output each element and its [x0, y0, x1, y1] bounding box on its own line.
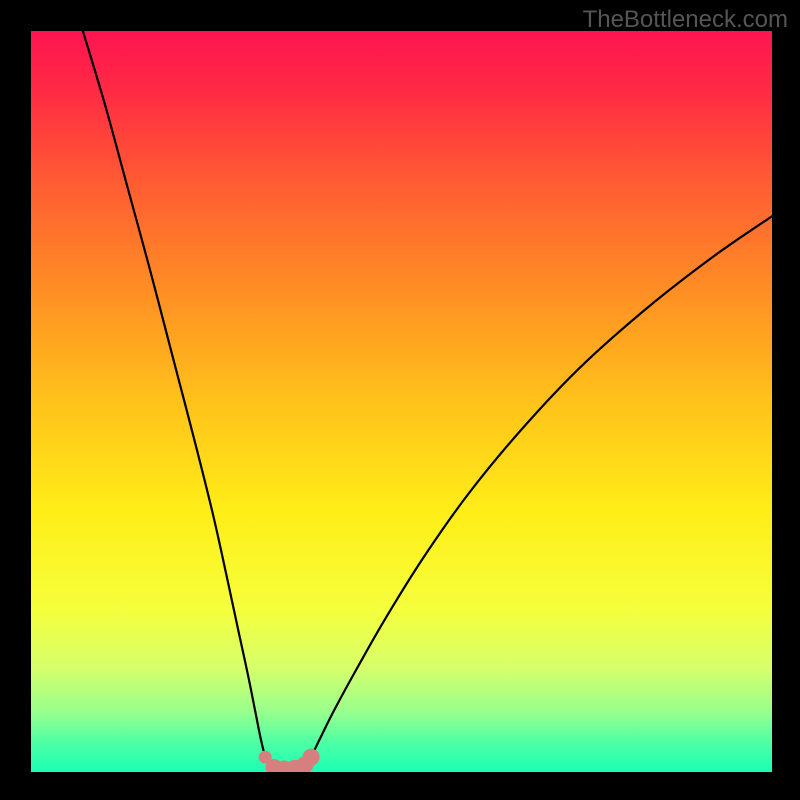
trough-dot — [303, 749, 320, 766]
gradient-background — [31, 31, 772, 772]
figure-root: TheBottleneck.com — [0, 0, 800, 800]
watermark-text: TheBottleneck.com — [583, 6, 788, 34]
plot-svg — [31, 31, 772, 772]
plot-area — [31, 31, 772, 772]
